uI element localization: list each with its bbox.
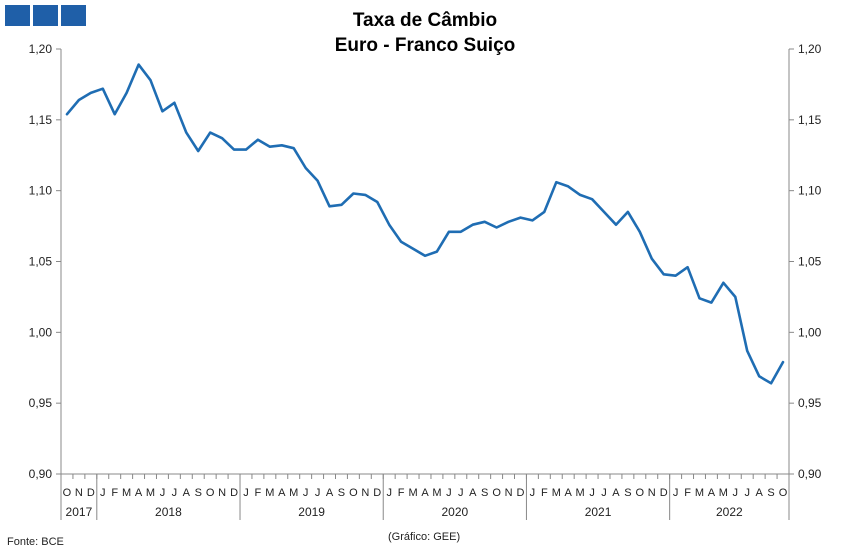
- x-tick-label-month: F: [255, 487, 262, 499]
- chart-title-line2: Euro - Franco Suiço: [334, 35, 516, 56]
- logo-square: [33, 5, 58, 26]
- x-tick-label-month: J: [303, 487, 309, 499]
- x-tick-label-month: J: [172, 487, 178, 499]
- x-tick-label-month: A: [565, 487, 573, 499]
- x-tick-label-month: A: [278, 487, 286, 499]
- x-tick-label-month: O: [779, 487, 788, 499]
- y-tick-label-left: 0,90: [29, 467, 53, 481]
- logo-square: [5, 5, 30, 26]
- x-tick-label-year: 2019: [298, 505, 325, 519]
- x-tick-label-month: F: [398, 487, 405, 499]
- x-tick-label-month: J: [243, 487, 249, 499]
- x-tick-label-month: A: [183, 487, 191, 499]
- x-tick-label-month: O: [492, 487, 501, 499]
- x-tick-label-month: J: [744, 487, 750, 499]
- x-tick-label-month: M: [122, 487, 131, 499]
- y-tick-label-right: 1,15: [798, 113, 822, 127]
- x-tick-label-year: 2022: [716, 505, 743, 519]
- x-tick-label-month: J: [601, 487, 607, 499]
- credit-note: (Gráfico: GEE): [388, 531, 461, 543]
- y-tick-label-right: 0,90: [798, 467, 822, 481]
- x-tick-label-month: J: [673, 487, 679, 499]
- x-tick-label-month: J: [315, 487, 321, 499]
- x-tick-label-year: 2018: [155, 505, 182, 519]
- x-tick-label-month: N: [648, 487, 656, 499]
- x-tick-label-year: 2017: [66, 505, 93, 519]
- x-tick-label-month: N: [75, 487, 83, 499]
- y-tick-label-right: 1,20: [798, 42, 822, 56]
- x-tick-label-month: O: [349, 487, 358, 499]
- x-tick-label-month: J: [446, 487, 452, 499]
- x-tick-label-month: J: [589, 487, 595, 499]
- chart-title-line1: Taxa de Câmbio: [352, 10, 498, 31]
- x-tick-label-month: M: [265, 487, 274, 499]
- x-tick-label-month: J: [386, 487, 392, 499]
- y-tick-label-left: 1,10: [29, 184, 53, 198]
- x-tick-label-month: S: [767, 487, 774, 499]
- x-tick-label-month: D: [516, 487, 524, 499]
- y-tick-label-right: 1,10: [798, 184, 822, 198]
- x-tick-label-month: A: [421, 487, 429, 499]
- x-tick-label-month: J: [458, 487, 464, 499]
- chart-title: Taxa de Câmbio Euro - Franco Suiço: [0, 8, 850, 58]
- x-tick-label-month: M: [432, 487, 441, 499]
- x-tick-label-month: A: [469, 487, 477, 499]
- x-tick-label-month: M: [289, 487, 298, 499]
- x-tick-label-month: N: [218, 487, 226, 499]
- x-tick-label-month: O: [636, 487, 645, 499]
- x-tick-label-month: M: [552, 487, 561, 499]
- logo-square: [61, 5, 86, 26]
- x-tick-label-month: M: [695, 487, 704, 499]
- x-tick-label-month: N: [361, 487, 369, 499]
- blue-squares-logo-icon: [5, 5, 86, 26]
- x-tick-label-month: S: [338, 487, 345, 499]
- x-tick-label-month: D: [87, 487, 95, 499]
- x-tick-label-month: S: [481, 487, 488, 499]
- y-tick-label-left: 1,20: [29, 42, 53, 56]
- y-tick-label-right: 1,05: [798, 255, 822, 269]
- x-tick-label-month: F: [111, 487, 118, 499]
- x-tick-label-month: M: [146, 487, 155, 499]
- x-tick-label-month: D: [373, 487, 381, 499]
- x-tick-label-month: M: [719, 487, 728, 499]
- x-tick-label-month: F: [541, 487, 548, 499]
- x-tick-label-month: M: [576, 487, 585, 499]
- x-tick-label-month: F: [684, 487, 691, 499]
- x-tick-label-month: A: [612, 487, 620, 499]
- x-tick-label-month: J: [160, 487, 166, 499]
- x-tick-label-month: J: [530, 487, 536, 499]
- y-tick-label-left: 1,15: [29, 113, 53, 127]
- y-tick-label-right: 0,95: [798, 396, 822, 410]
- x-tick-label-month: J: [100, 487, 106, 499]
- x-tick-label-month: J: [733, 487, 739, 499]
- y-tick-label-left: 1,00: [29, 325, 53, 339]
- source-note: Fonte: BCE: [7, 536, 64, 548]
- x-tick-label-month: O: [63, 487, 72, 499]
- series-line: [65, 63, 785, 385]
- y-tick-label-right: 1,00: [798, 325, 822, 339]
- x-tick-label-month: S: [624, 487, 631, 499]
- y-tick-label-left: 0,95: [29, 396, 53, 410]
- x-tick-label-month: N: [505, 487, 513, 499]
- x-tick-label-year: 2021: [585, 505, 612, 519]
- x-tick-label-month: O: [206, 487, 215, 499]
- x-tick-label-month: A: [755, 487, 763, 499]
- x-tick-label-month: A: [135, 487, 143, 499]
- x-tick-label-month: A: [708, 487, 716, 499]
- x-tick-label-month: S: [195, 487, 202, 499]
- x-tick-label-month: D: [230, 487, 238, 499]
- x-tick-label-month: M: [408, 487, 417, 499]
- y-tick-label-left: 1,05: [29, 255, 53, 269]
- x-tick-label-year: 2020: [441, 505, 468, 519]
- x-tick-label-month: A: [326, 487, 334, 499]
- x-tick-label-month: D: [660, 487, 668, 499]
